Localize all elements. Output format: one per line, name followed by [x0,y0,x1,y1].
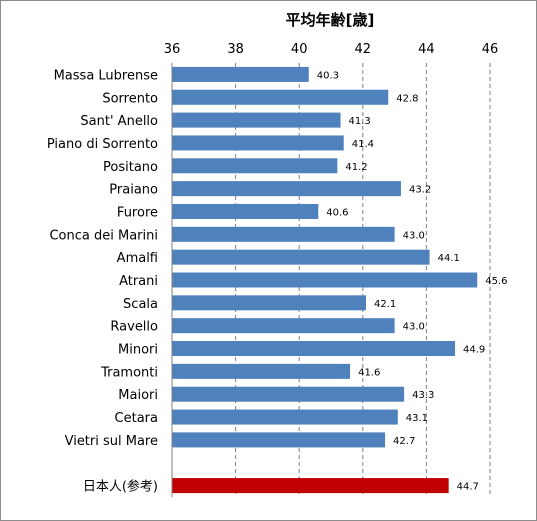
bar [172,363,351,379]
data-label: 40.6 [326,207,348,218]
bar [172,66,309,82]
bar [172,272,478,288]
category-label: Maiori [118,388,158,403]
category-label: Cetara [115,411,158,426]
bar [172,318,395,334]
data-label: 43.0 [403,230,425,241]
category-label: Sorrento [102,91,158,106]
category-labels: Massa Lubrense Sorrento Sant' Anello Piano … [47,68,158,494]
data-label: 43.0 [403,322,425,333]
category-label: 日本人(参考) [83,479,158,495]
data-label: 44.7 [457,482,479,493]
data-label: 43.1 [406,413,428,424]
bar [172,226,395,242]
category-label: Piano di Sorrento [47,137,158,152]
category-label: Furore [117,205,158,220]
category-label: Ravello [110,320,158,335]
category-label: Atrani [119,274,158,289]
category-label: Tramonti [100,365,158,380]
bar [172,409,398,425]
bar-reference [172,478,449,494]
x-tick-label: 44 [418,42,435,57]
data-label: 42.7 [393,436,415,447]
x-tick-label: 36 [164,42,181,57]
data-label: 44.9 [463,345,485,356]
data-label: 41.2 [345,162,367,173]
bar [172,386,405,402]
bar [172,135,344,151]
bar [172,112,341,128]
category-label: Conca dei Marini [49,228,158,243]
category-label: Scala [123,297,158,312]
data-label: 42.1 [374,299,396,310]
category-label: Amalfi [117,251,158,266]
bar [172,203,319,219]
category-label: Massa Lubrense [54,68,158,83]
bar [172,249,430,265]
category-label: Minori [118,343,158,358]
data-label: 44.1 [438,253,460,264]
x-tick-label: 46 [482,42,499,57]
bar [172,158,338,174]
data-label: 41.3 [349,116,371,127]
data-label: 40.3 [317,70,339,81]
data-labels: 40.3 42.8 41.3 41.4 41.2 43.2 40.6 43.0 44.1 45.6… [317,70,508,492]
bar [172,295,366,311]
category-label: Sant' Anello [80,114,158,129]
category-label: Positano [103,160,158,175]
data-label: 45.6 [485,276,507,287]
data-label: 43.3 [412,390,434,401]
bar [172,89,389,105]
x-tick-label: 38 [227,42,244,57]
bar [172,181,401,197]
data-label: 43.2 [409,185,431,196]
category-label: Vietri sul Mare [65,434,158,449]
bar [172,432,386,448]
data-label: 41.4 [352,139,374,150]
bars [172,66,478,494]
x-axis-ticks: 36 38 40 42 44 46 [164,42,499,57]
category-label: Praiano [109,183,158,198]
data-label: 42.8 [396,93,418,104]
data-label: 41.6 [358,367,380,378]
x-tick-label: 40 [291,42,308,57]
chart-title: 平均年齢[歳] [286,11,375,29]
bar [172,341,456,357]
x-tick-label: 42 [355,42,372,57]
